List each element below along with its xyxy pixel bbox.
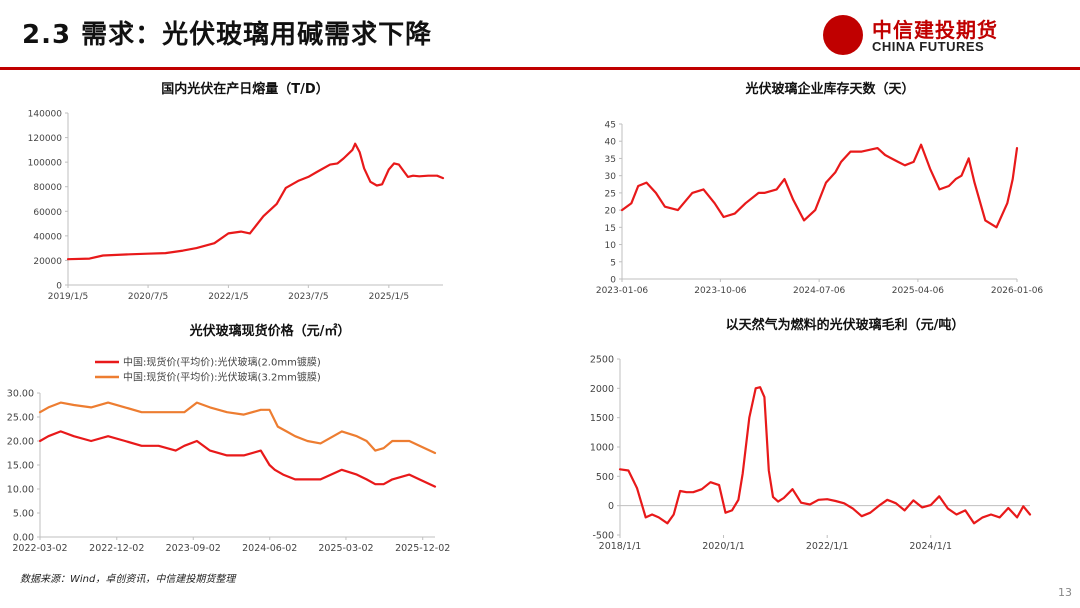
y-tick-label: 5.00 (13, 509, 34, 520)
x-tick-label: 2018/1/1 (599, 541, 642, 552)
y-tick-label: 40000 (33, 232, 62, 242)
legend-label: 中国:现货价(平均价):光伏玻璃(2.0mm镀膜) (123, 356, 321, 369)
y-tick-label: 40 (605, 138, 617, 148)
logo-english-name: CHINA FUTURES (872, 39, 985, 54)
x-tick-label: 2026-01-06 (991, 286, 1044, 296)
y-tick-label: 1500 (590, 413, 614, 424)
series-line-1 (66, 142, 445, 261)
chart-title-inventory-days: 光伏玻璃企业库存天数（天） (745, 82, 915, 97)
y-tick-label: 20 (605, 207, 617, 217)
y-tick-label: 140000 (28, 110, 63, 120)
x-tick-label: 2023/7/5 (288, 292, 328, 302)
y-tick-label: 100000 (28, 159, 63, 169)
series-line-1 (618, 386, 1032, 525)
x-tick-label: 2025-03-02 (318, 543, 373, 554)
x-tick-label: 2024-06-02 (242, 543, 297, 554)
y-tick-label: 30.00 (7, 389, 34, 400)
y-tick-label: 2000 (590, 384, 614, 395)
y-tick-label: 45 (605, 121, 616, 131)
x-tick-label: 2022/1/1 (806, 541, 849, 552)
x-tick-label: 2023-09-02 (166, 543, 221, 554)
x-tick-label: 2019/1/5 (48, 292, 88, 302)
logo-emblem-icon (823, 15, 863, 55)
y-tick-label: 0 (56, 282, 62, 292)
x-tick-label: 2024-07-06 (793, 286, 846, 296)
y-tick-label: 0.00 (13, 533, 34, 544)
y-tick-label: 80000 (33, 183, 62, 193)
y-tick-label: -500 (592, 531, 614, 542)
x-tick-label: 2022-12-02 (89, 543, 144, 554)
y-tick-label: 60000 (33, 208, 62, 218)
x-tick-label: 2023-10-06 (694, 286, 747, 296)
header-divider (0, 67, 1080, 70)
x-tick-label: 2020/1/1 (702, 541, 745, 552)
y-tick-label: 5 (610, 258, 616, 268)
chart-daily-melting: 0 20000 40000 60000 80000 100000 120000 140000 2… (28, 110, 445, 302)
series-line-2 (38, 401, 437, 455)
y-tick-label: 1000 (590, 443, 614, 454)
y-tick-label: 500 (596, 472, 614, 483)
logo-chinese-name: 中信建投期货 (872, 18, 998, 42)
y-tick-label: 15 (605, 224, 616, 234)
y-tick-label: 120000 (28, 134, 63, 144)
chart-spot-price: 0.00 5.00 10.00 15.00 20.00 25.00 30.00 2022-03… (7, 356, 451, 555)
series-line-1 (620, 143, 1019, 229)
y-tick-label: 35 (605, 155, 616, 165)
x-tick-label: 2022-03-02 (12, 543, 67, 554)
y-tick-label: 10 (605, 241, 617, 251)
series-line-1 (38, 430, 437, 488)
y-tick-label: 0 (610, 276, 616, 286)
y-tick-label: 25.00 (7, 413, 34, 424)
y-tick-label: 2500 (590, 355, 614, 366)
page-number: 13 (1058, 586, 1072, 599)
x-tick-label: 2025-12-02 (395, 543, 450, 554)
chart-title-gross-margin: 以天然气为燃料的光伏玻璃毛利（元/吨） (725, 318, 965, 333)
y-tick-label: 20.00 (7, 437, 34, 448)
data-source-note: 数据来源：Wind，卓创资讯，中信建投期货整理 (20, 574, 236, 585)
x-tick-label: 2025-04-06 (892, 286, 945, 296)
chart-title-daily-melting: 国内光伏在产日熔量（T/D） (161, 82, 329, 97)
company-logo: 中信建投期货 CHINA FUTURES (820, 12, 1010, 60)
y-tick-label: 0 (608, 501, 614, 512)
x-tick-label: 2023-01-06 (596, 286, 649, 296)
y-tick-label: 25 (605, 189, 616, 199)
legend-label: 中国:现货价(平均价):光伏玻璃(3.2mm镀膜) (123, 371, 321, 384)
x-tick-label: 2025/1/5 (369, 292, 409, 302)
x-tick-label: 2024/1/1 (909, 541, 952, 552)
x-tick-label: 2020/7/5 (128, 292, 168, 302)
chart-title-spot-price: 光伏玻璃现货价格（元/㎡） (189, 324, 351, 339)
y-tick-label: 30 (605, 172, 617, 182)
y-tick-label: 15.00 (7, 461, 34, 472)
y-tick-label: 10.00 (7, 485, 34, 496)
y-tick-label: 20000 (33, 257, 62, 267)
chart-gross-margin: -500 0 500 1000 1500 2000 2500 2018/1/1 2020/1/1… (590, 355, 1032, 552)
page-title: 2.3 需求：光伏玻璃用碱需求下降 (22, 20, 433, 50)
chart-inventory-days: 0 5 10 15 20 25 30 35 40 45 2023-01-06 2023-10-06 20… (596, 121, 1044, 297)
x-tick-label: 2022/1/5 (208, 292, 248, 302)
